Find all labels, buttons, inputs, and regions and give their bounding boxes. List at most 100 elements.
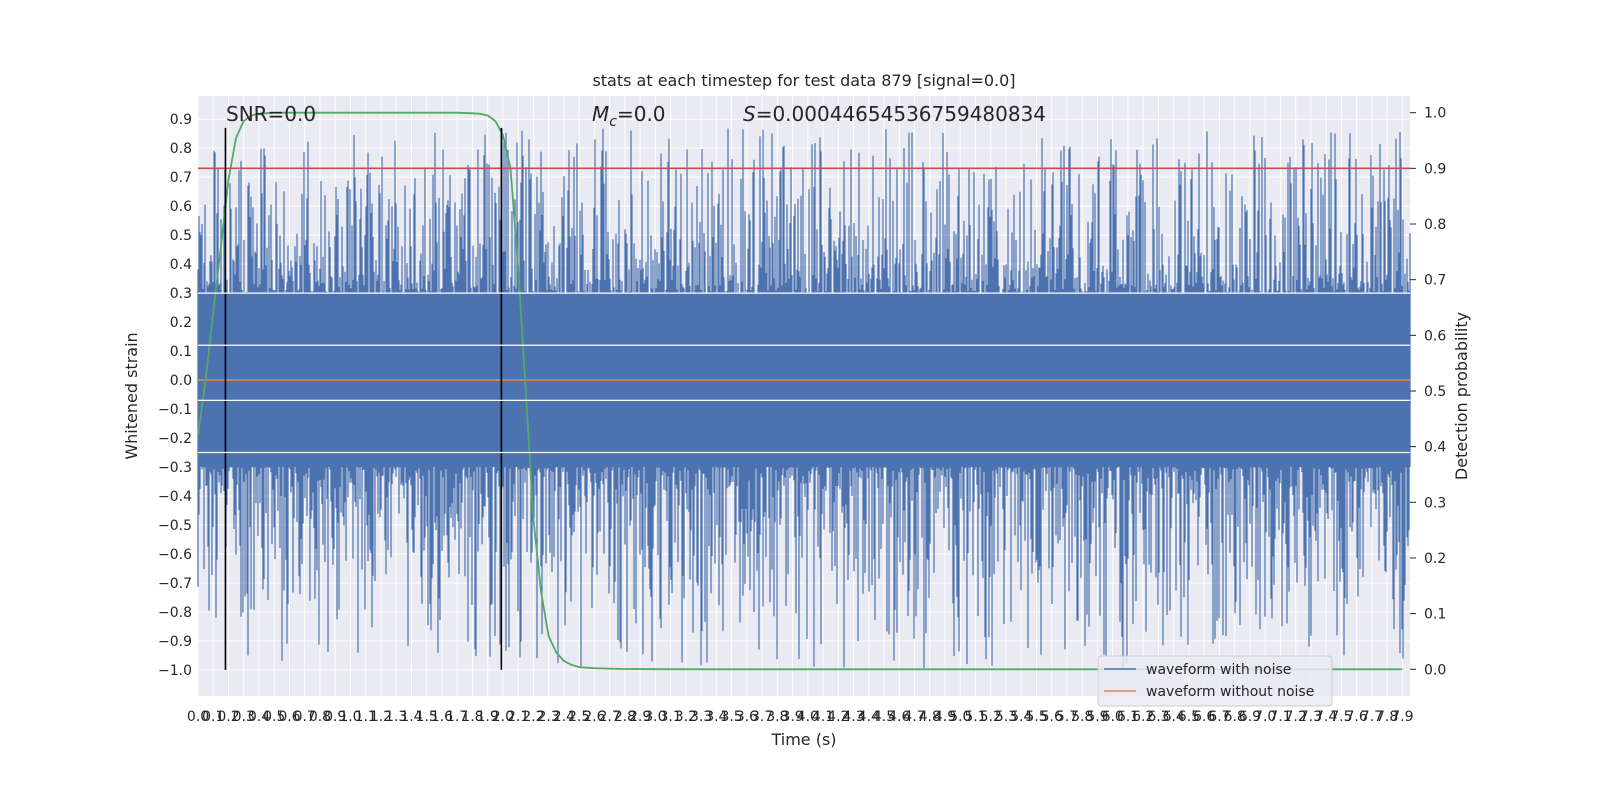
x-tick-label: 6.1 xyxy=(1117,709,1139,725)
x-tick-label: 4.2 xyxy=(827,709,849,725)
x-tick-label: 5.0 xyxy=(949,709,971,725)
y-tick-label: 0.8 xyxy=(170,141,192,157)
white-horizontal-lines xyxy=(198,292,1410,454)
x-tick-label: 7.6 xyxy=(1346,709,1368,725)
y2-tick-label: 1.0 xyxy=(1424,106,1446,122)
y2-tick-label: 0.6 xyxy=(1424,328,1446,344)
x-tick-label: 1.9 xyxy=(477,709,499,725)
x-tick-label: 0.3 xyxy=(233,709,255,725)
x-tick-label: 6.0 xyxy=(1102,709,1124,725)
y-tick-label: −0.3 xyxy=(158,460,192,476)
x-tick-label: 6.6 xyxy=(1193,709,1215,725)
x-tick-label: 5.7 xyxy=(1056,709,1078,725)
x-tick-label: 1.3 xyxy=(385,709,407,725)
x-tick-label: 4.5 xyxy=(873,709,895,725)
x-tick-label: 6.5 xyxy=(1178,709,1200,725)
x-tick-label: 0.9 xyxy=(324,709,346,725)
y-tick-label: −0.6 xyxy=(158,547,192,563)
x-tick-label: 1.7 xyxy=(446,709,468,725)
plot-layer xyxy=(197,111,1411,671)
snr-annotation: SNR=0.0 xyxy=(226,102,316,126)
x-tick-label: 1.5 xyxy=(416,709,438,725)
y-tick-label: −0.5 xyxy=(158,518,192,534)
x-tick-label: 4.8 xyxy=(919,709,941,725)
x-tick-label: 3.2 xyxy=(675,709,697,725)
x-tick-label: 7.3 xyxy=(1300,709,1322,725)
x-tick-label: 2.0 xyxy=(492,709,514,725)
noise-spikes xyxy=(197,128,1411,669)
x-tick-label: 2.9 xyxy=(629,709,651,725)
x-tick-label: 2.8 xyxy=(614,709,636,725)
x-tick-label: 6.7 xyxy=(1208,709,1230,725)
x-tick-label: 0.2 xyxy=(217,709,239,725)
y-tick-label: −0.2 xyxy=(158,431,192,447)
x-tick-label: 5.2 xyxy=(980,709,1002,725)
y2-tick-label: 0.5 xyxy=(1424,384,1446,400)
detection-probability-line xyxy=(197,111,1403,671)
x-tick-label: 1.2 xyxy=(370,709,392,725)
legend-label-noise: waveform with noise xyxy=(1146,662,1291,678)
x-tick-label: 2.6 xyxy=(583,709,605,725)
legend-label-clean: waveform without noise xyxy=(1146,684,1314,700)
x-tick-label: 7.9 xyxy=(1391,709,1413,725)
y-tick-label: 0.4 xyxy=(170,257,192,273)
y2-tick-label: 0.9 xyxy=(1424,161,1446,177)
y2-tick-label: 0.8 xyxy=(1424,217,1446,233)
y2-tick-label: 0.7 xyxy=(1424,273,1446,289)
x-tick-label: 7.5 xyxy=(1330,709,1352,725)
x-tick-label: 6.9 xyxy=(1239,709,1261,725)
x-tick-label: 7.1 xyxy=(1269,709,1291,725)
y-tick-label: −1.0 xyxy=(158,663,192,679)
x-tick-label: 0.6 xyxy=(278,709,300,725)
x-tick-label: 6.4 xyxy=(1163,709,1185,725)
mc-annotation: Mc=0.0 xyxy=(592,102,666,130)
y-tick-label: 0.0 xyxy=(170,373,192,389)
x-tick-label: 3.5 xyxy=(720,709,742,725)
x-tick-label: 0.1 xyxy=(202,709,224,725)
y-tick-label: 0.7 xyxy=(170,170,192,186)
x-tick-label: 3.0 xyxy=(644,709,666,725)
x-tick-label: 5.1 xyxy=(964,709,986,725)
x-tick-label: 2.4 xyxy=(553,709,575,725)
x-tick-label: 3.6 xyxy=(736,709,758,725)
y-tick-label: −0.4 xyxy=(158,489,192,505)
y-tick-label: 0.5 xyxy=(170,228,192,244)
x-tick-label: 4.6 xyxy=(888,709,910,725)
y-tick-label: −0.9 xyxy=(158,634,192,650)
x-tick-label: 4.0 xyxy=(797,709,819,725)
x-tick-label: 0.4 xyxy=(248,709,270,725)
x-tick-label: 2.3 xyxy=(538,709,560,725)
y2-axis-label: Detection probability xyxy=(1452,312,1471,480)
x-tick-label: 5.9 xyxy=(1086,709,1108,725)
x-tick-label: 4.3 xyxy=(842,709,864,725)
x-tick-label: 7.0 xyxy=(1254,709,1276,725)
x-tick-label: 6.8 xyxy=(1224,709,1246,725)
x-tick-label: 7.2 xyxy=(1285,709,1307,725)
x-tick-label: 4.7 xyxy=(903,709,925,725)
y-tick-label: 0.6 xyxy=(170,199,192,215)
x-tick-label: 3.4 xyxy=(705,709,727,725)
y-tick-label: −0.8 xyxy=(158,605,192,621)
y2-tick-label: 0.4 xyxy=(1424,440,1446,456)
x-tick-label: 7.7 xyxy=(1361,709,1383,725)
axes: 0.00.10.20.30.40.50.60.70.80.91.01.11.21… xyxy=(158,106,1446,725)
x-tick-label: 1.1 xyxy=(355,709,377,725)
x-axis-label: Time (s) xyxy=(770,730,836,749)
x-tick-label: 2.7 xyxy=(598,709,620,725)
s-annotation: S=0.00044654536759480834 xyxy=(743,102,1046,126)
x-tick-label: 0.0 xyxy=(187,709,209,725)
x-tick-label: 4.9 xyxy=(934,709,956,725)
x-tick-label: 2.2 xyxy=(522,709,544,725)
x-tick-label: 0.8 xyxy=(309,709,331,725)
x-tick-label: 6.3 xyxy=(1147,709,1169,725)
x-tick-label: 7.4 xyxy=(1315,709,1337,725)
x-tick-label: 2.1 xyxy=(507,709,529,725)
y-axis-label: Whitened strain xyxy=(122,332,141,459)
y2-tick-label: 0.3 xyxy=(1424,495,1446,511)
y2-tick-label: 0.0 xyxy=(1424,662,1446,678)
x-tick-label: 1.4 xyxy=(400,709,422,725)
y2-tick-label: 0.2 xyxy=(1424,551,1446,567)
x-tick-label: 0.5 xyxy=(263,709,285,725)
x-tick-label: 4.1 xyxy=(812,709,834,725)
